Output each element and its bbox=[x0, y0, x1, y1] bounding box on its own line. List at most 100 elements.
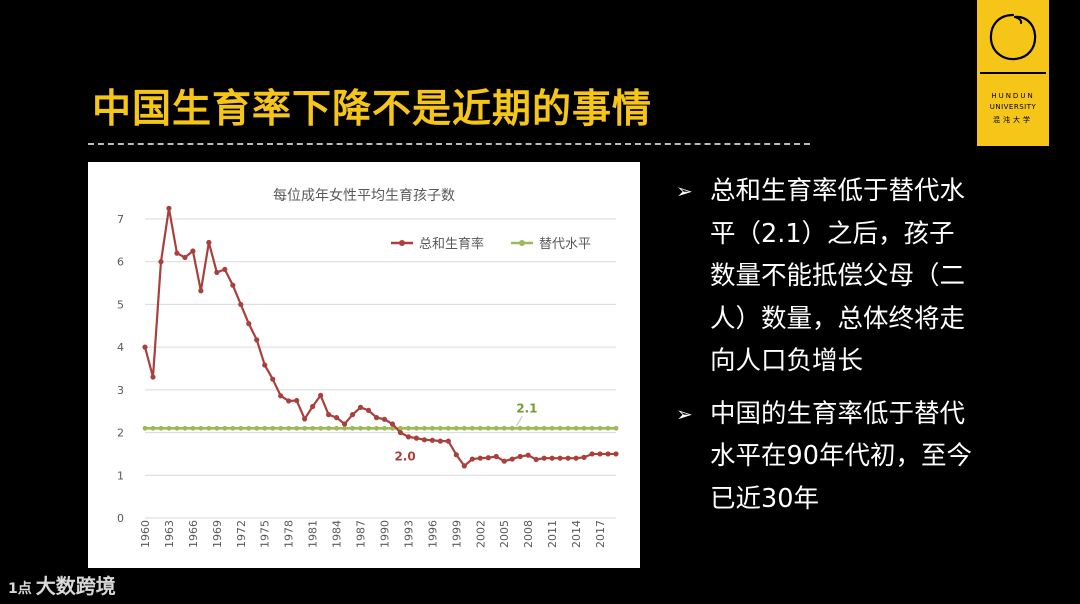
chart-panel: 每位成年女性平均生育孩子数 0 1 2 3 4 5 6 7 1960 1963 1966 1969 1… bbox=[88, 162, 640, 568]
data-point bbox=[214, 425, 220, 431]
data-point bbox=[381, 416, 388, 422]
bullet-item: ➢ 中国的生育率低于替代水平在90年代初，至今已近30年 bbox=[676, 393, 976, 521]
data-point bbox=[270, 376, 276, 382]
data-point bbox=[166, 425, 172, 431]
data-point bbox=[262, 425, 268, 431]
bullet-item: ➢ 总和生育率低于替代水平（2.1）之后，孩子数量不能抵偿父母（二人）数量，总体… bbox=[676, 170, 976, 383]
x-tick-label: 1984 bbox=[331, 520, 344, 548]
data-point bbox=[525, 452, 531, 458]
y-tick-label: 6 bbox=[117, 256, 124, 269]
data-point bbox=[421, 437, 428, 443]
y-tick-label: 7 bbox=[117, 213, 124, 226]
data-point bbox=[605, 425, 611, 431]
data-point bbox=[349, 412, 356, 418]
arrow-right-icon: ➢ bbox=[676, 401, 693, 426]
data-point bbox=[613, 425, 619, 431]
logo-line-3: 混沌大学 bbox=[993, 116, 1033, 124]
logo-divider bbox=[980, 72, 1046, 74]
data-point bbox=[445, 425, 451, 431]
legend-label: 替代水平 bbox=[539, 237, 591, 252]
data-point bbox=[278, 393, 284, 399]
data-point bbox=[302, 425, 308, 431]
data-point bbox=[397, 429, 404, 436]
data-point bbox=[366, 425, 371, 431]
data-point bbox=[485, 425, 491, 431]
data-point bbox=[198, 425, 204, 431]
arrow-right-icon: ➢ bbox=[676, 179, 693, 203]
data-point bbox=[262, 362, 268, 368]
data-point bbox=[533, 456, 539, 463]
x-tick-label: 2014 bbox=[570, 520, 583, 548]
data-point bbox=[581, 454, 587, 460]
data-point bbox=[310, 403, 316, 410]
data-point bbox=[294, 397, 300, 404]
data-point bbox=[230, 425, 236, 431]
data-point bbox=[254, 337, 260, 343]
data-point bbox=[493, 425, 499, 431]
data-point bbox=[341, 421, 348, 427]
data-point bbox=[142, 344, 148, 350]
x-tick-label: 2017 bbox=[594, 520, 607, 548]
annotation-label: 2.1 bbox=[516, 401, 537, 415]
data-point bbox=[398, 425, 403, 431]
hundun-university-logo: HUNDUN UNIVERSITY 混沌大学 bbox=[977, 0, 1049, 146]
data-point bbox=[174, 250, 180, 256]
data-point bbox=[246, 425, 252, 431]
data-point bbox=[541, 425, 547, 431]
data-point bbox=[389, 421, 396, 427]
data-point bbox=[374, 425, 379, 431]
watermark: 1点 大数跨境 bbox=[8, 570, 116, 599]
title-divider bbox=[88, 143, 810, 145]
data-point bbox=[565, 455, 571, 461]
data-point bbox=[501, 458, 507, 464]
data-point bbox=[589, 425, 595, 431]
data-point bbox=[222, 266, 228, 273]
data-point bbox=[190, 425, 196, 431]
data-point bbox=[517, 425, 523, 431]
bullet-text: 总和生育率低于替代水平（2.1）之后，孩子数量不能抵偿父母（二人）数量，总体终将… bbox=[710, 176, 966, 376]
data-point bbox=[206, 425, 212, 431]
data-point bbox=[373, 415, 380, 421]
data-point bbox=[326, 412, 332, 418]
data-point bbox=[405, 434, 412, 440]
x-tick-label: 2011 bbox=[546, 520, 559, 548]
slide-title: 中国生育率下降不是近期的事情 bbox=[92, 87, 653, 132]
data-point bbox=[469, 456, 475, 462]
data-point bbox=[461, 425, 467, 431]
data-point bbox=[581, 425, 587, 431]
y-tick-label: 2 bbox=[117, 427, 124, 440]
data-point bbox=[238, 425, 244, 431]
data-point bbox=[525, 425, 531, 431]
data-point bbox=[613, 451, 619, 457]
data-point bbox=[533, 425, 539, 431]
x-tick-label: 1963 bbox=[163, 520, 176, 548]
data-point bbox=[509, 425, 515, 431]
data-point bbox=[549, 455, 555, 461]
x-tick-label: 1966 bbox=[187, 520, 200, 548]
x-tick-label: 1981 bbox=[307, 520, 320, 548]
data-point bbox=[422, 425, 427, 431]
data-point bbox=[565, 425, 571, 431]
x-tick-label: 1987 bbox=[355, 520, 368, 548]
data-point bbox=[357, 404, 364, 410]
data-point bbox=[573, 425, 579, 431]
data-point bbox=[158, 259, 164, 265]
y-tick-label: 3 bbox=[117, 384, 124, 397]
data-point bbox=[318, 392, 324, 399]
data-point bbox=[230, 282, 236, 288]
data-point bbox=[517, 453, 523, 460]
data-point bbox=[429, 425, 435, 431]
y-tick-label: 4 bbox=[117, 341, 124, 354]
data-point bbox=[573, 455, 579, 461]
data-point bbox=[541, 455, 547, 461]
x-tick-label: 1996 bbox=[426, 520, 439, 548]
data-point bbox=[509, 456, 515, 462]
x-tick-label: 2005 bbox=[498, 520, 511, 548]
logo-line-1: HUNDUN bbox=[991, 92, 1035, 100]
data-point bbox=[382, 425, 387, 431]
x-tick-label: 1975 bbox=[259, 520, 272, 548]
legend-label: 总和生育率 bbox=[419, 236, 484, 252]
data-point bbox=[485, 455, 491, 461]
data-point bbox=[318, 425, 324, 431]
data-point bbox=[477, 455, 483, 461]
